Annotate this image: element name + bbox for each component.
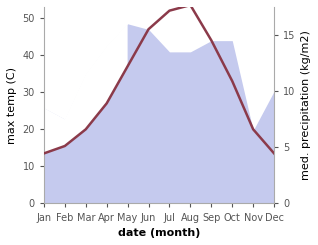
X-axis label: date (month): date (month) [118, 228, 200, 238]
Y-axis label: max temp (C): max temp (C) [7, 67, 17, 144]
Y-axis label: med. precipitation (kg/m2): med. precipitation (kg/m2) [301, 30, 311, 180]
